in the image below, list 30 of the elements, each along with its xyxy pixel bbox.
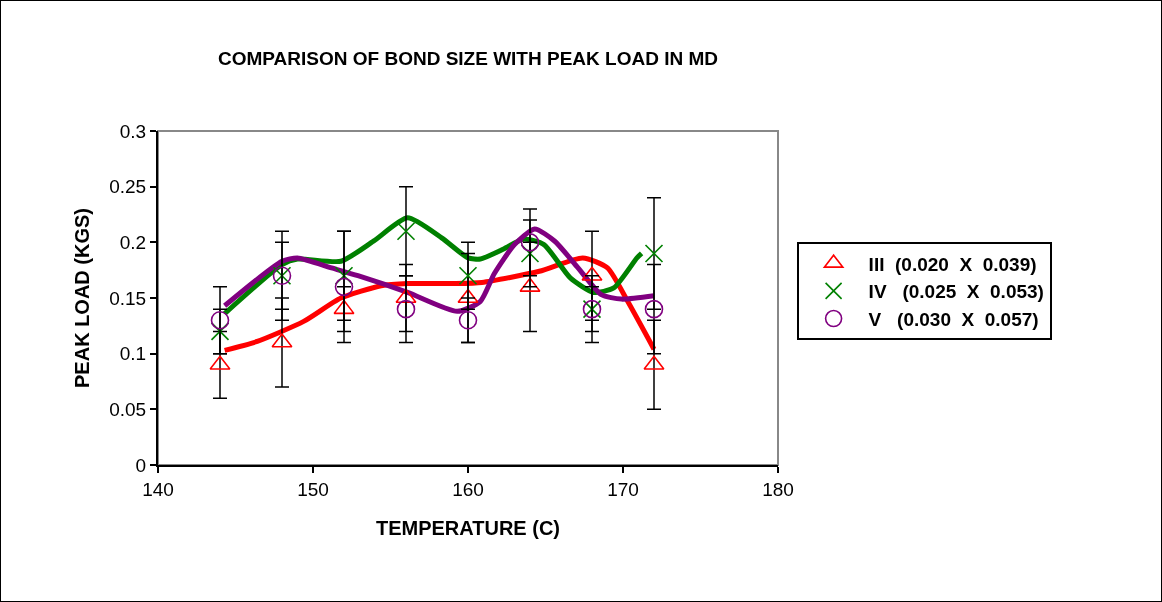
- x-tick-label: 170: [607, 478, 639, 500]
- x-tick-label: 180: [762, 478, 794, 500]
- point: [396, 221, 416, 241]
- point: [457, 288, 479, 304]
- legend-label: IV (0.025 X 0.053): [868, 281, 1044, 303]
- y-tick-label: 0.3: [119, 120, 147, 142]
- x-tick-label: 150: [297, 478, 329, 500]
- point: [333, 299, 355, 315]
- y-tick-label: 0.25: [109, 176, 147, 198]
- y-tick-label: 0.1: [119, 343, 147, 365]
- x-tick-label: 140: [142, 478, 174, 500]
- point: [395, 288, 417, 304]
- legend-label: III (0.020 X 0.039): [868, 253, 1037, 275]
- y-tick-label: 0: [135, 454, 147, 476]
- point: [644, 299, 664, 319]
- point: [458, 310, 478, 330]
- point: [334, 277, 354, 297]
- y-tick-label: 0.15: [109, 287, 147, 309]
- x-tick-label: 160: [452, 478, 484, 500]
- point: [644, 244, 664, 263]
- point: [458, 266, 478, 286]
- y-tick-label: 0.2: [119, 231, 147, 253]
- legend-label: V (0.030 X 0.057): [868, 308, 1039, 330]
- point: [396, 299, 416, 319]
- point: [520, 233, 540, 252]
- point: [210, 310, 230, 330]
- y-tick-label: 0.05: [109, 398, 147, 420]
- chart-title: COMPARISON OF BOND SIZE WITH PEAK LOAD IN MD: [218, 47, 718, 69]
- x-axis-title: TEMPERATURE (C): [375, 516, 561, 539]
- y-axis-title: PEAK LOAD (KGS): [71, 208, 94, 388]
